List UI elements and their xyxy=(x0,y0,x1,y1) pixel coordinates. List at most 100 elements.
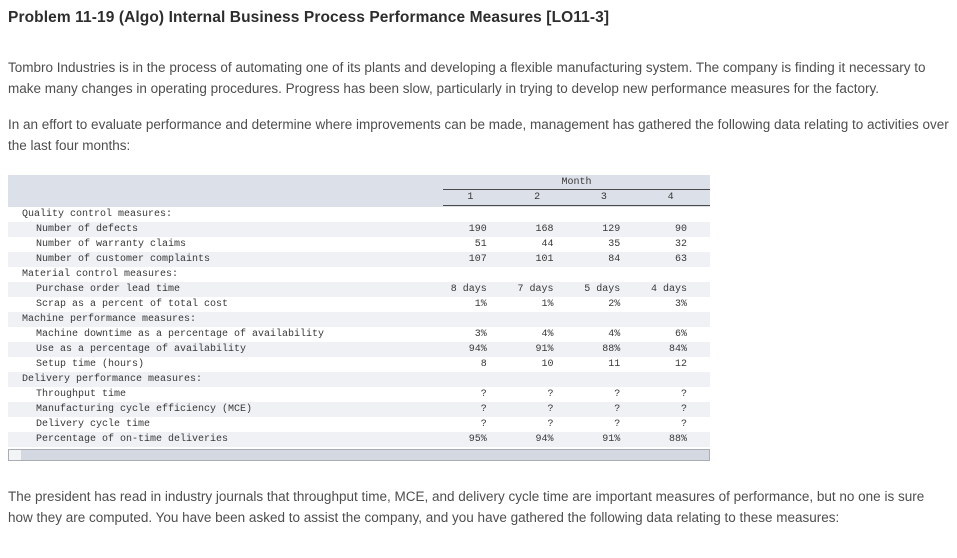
row-value: 107 xyxy=(468,254,487,265)
row-value: ? xyxy=(547,419,554,430)
table-horizontal-scrollbar[interactable] xyxy=(8,449,710,461)
table-row: Throughput time ? ? ? ? xyxy=(8,387,710,402)
row-value: ? xyxy=(680,404,687,415)
row-label: Number of customer complaints xyxy=(36,254,211,265)
row-value: 88% xyxy=(668,434,687,445)
row-value: 5 days xyxy=(584,284,621,295)
row-value: ? xyxy=(680,419,687,430)
row-label: Scrap as a percent of total cost xyxy=(36,299,229,310)
row-value xyxy=(443,372,510,387)
row-value: ? xyxy=(614,404,621,415)
row-value: ? xyxy=(614,389,621,400)
table-row: Percentage of on-time deliveries 95% 94%… xyxy=(8,432,710,447)
row-value xyxy=(643,207,710,222)
row-value: 94% xyxy=(535,434,554,445)
row-value: 3% xyxy=(674,299,687,310)
row-value xyxy=(443,312,510,327)
row-value: 95% xyxy=(468,434,487,445)
page-title: Problem 11-19 (Algo) Internal Business P… xyxy=(8,9,610,26)
row-label: Machine performance measures: xyxy=(22,314,197,325)
row-value: 129 xyxy=(602,224,621,235)
row-value xyxy=(643,372,710,387)
table-row: Number of warranty claims 51 44 35 32 xyxy=(8,237,710,252)
table-body: Quality control measures: Number of defe… xyxy=(8,207,710,447)
table-row: Delivery cycle time ? ? ? ? xyxy=(8,417,710,432)
table-row: Setup time (hours) 8 10 11 12 xyxy=(8,357,710,372)
row-value: 10 xyxy=(541,359,554,370)
row-value: 32 xyxy=(674,239,687,250)
row-value xyxy=(643,312,710,327)
table-row-section: Delivery performance measures: xyxy=(8,372,710,387)
row-value: 51 xyxy=(474,239,487,250)
row-value xyxy=(577,312,644,327)
row-value: 101 xyxy=(535,254,554,265)
table-row: Purchase order lead time 8 days 7 days 5… xyxy=(8,282,710,297)
row-value: 88% xyxy=(602,344,621,355)
row-label: Machine downtime as a percentage of avai… xyxy=(36,329,325,340)
row-value: 44 xyxy=(541,239,554,250)
row-value: 1% xyxy=(474,299,487,310)
table-row: Machine downtime as a percentage of avai… xyxy=(8,327,710,342)
row-value: ? xyxy=(480,404,487,415)
column-header-month-1: 1 xyxy=(467,192,474,203)
row-value: 4 days xyxy=(650,284,687,295)
row-label: Purchase order lead time xyxy=(36,284,181,295)
footer-paragraph: The president has read in industry journ… xyxy=(8,489,925,525)
row-value xyxy=(643,267,710,282)
row-label: Use as a percentage of availability xyxy=(36,344,247,355)
row-label: Number of defects xyxy=(36,224,139,235)
row-value: 8 days xyxy=(450,284,487,295)
table-row: Number of customer complaints 107 101 84… xyxy=(8,252,710,267)
row-value xyxy=(510,312,577,327)
row-value: 91% xyxy=(602,434,621,445)
row-value xyxy=(510,207,577,222)
row-value: 11 xyxy=(608,359,621,370)
row-value: 168 xyxy=(535,224,554,235)
row-value xyxy=(577,372,644,387)
row-label: Setup time (hours) xyxy=(36,359,145,370)
row-value xyxy=(443,267,510,282)
column-header-month-4: 4 xyxy=(667,192,674,203)
row-value: ? xyxy=(680,389,687,400)
row-label: Manufacturing cycle efficiency (MCE) xyxy=(36,404,253,415)
row-label: Throughput time xyxy=(36,389,127,400)
performance-data-table: Month 1 2 3 4 Quality control measures: … xyxy=(8,175,710,447)
table-row-section: Machine performance measures: xyxy=(8,312,710,327)
row-value: ? xyxy=(547,389,554,400)
scrollbar-thumb[interactable] xyxy=(21,450,709,460)
row-value: 1% xyxy=(541,299,554,310)
row-value: 12 xyxy=(674,359,687,370)
row-label: Quality control measures: xyxy=(22,209,173,220)
row-value: 8 xyxy=(480,359,487,370)
row-value: 84 xyxy=(608,254,621,265)
row-value: ? xyxy=(480,419,487,430)
row-label: Material control measures: xyxy=(22,269,179,280)
row-value xyxy=(443,207,510,222)
intro-paragraph-2: In an effort to evaluate performance and… xyxy=(8,117,949,153)
row-value: ? xyxy=(480,389,487,400)
row-value: 4% xyxy=(541,329,554,340)
row-label: Delivery cycle time xyxy=(36,419,151,430)
row-value: 4% xyxy=(608,329,621,340)
row-label: Delivery performance measures: xyxy=(22,374,203,385)
month-number-row: 1 2 3 4 xyxy=(443,190,710,206)
row-value: 2% xyxy=(608,299,621,310)
row-value: 94% xyxy=(468,344,487,355)
column-header-month-2: 2 xyxy=(534,192,541,203)
row-value: 84% xyxy=(668,344,687,355)
table-row-section: Material control measures: xyxy=(8,267,710,282)
intro-paragraph-1: Tombro Industries is in the process of a… xyxy=(8,60,926,96)
month-column-group: Month 1 2 3 4 xyxy=(443,175,710,207)
row-value: 190 xyxy=(468,224,487,235)
row-value: ? xyxy=(547,404,554,415)
table-row: Number of defects 190 168 129 90 xyxy=(8,222,710,237)
month-group-header: Month xyxy=(443,175,710,190)
table-row-section: Quality control measures: xyxy=(8,207,710,222)
row-value: 3% xyxy=(474,329,487,340)
row-value xyxy=(577,267,644,282)
row-label: Percentage of on-time deliveries xyxy=(36,434,229,445)
row-value: ? xyxy=(614,419,621,430)
row-value: 91% xyxy=(535,344,554,355)
row-value: 63 xyxy=(674,254,687,265)
table-row: Manufacturing cycle efficiency (MCE) ? ?… xyxy=(8,402,710,417)
